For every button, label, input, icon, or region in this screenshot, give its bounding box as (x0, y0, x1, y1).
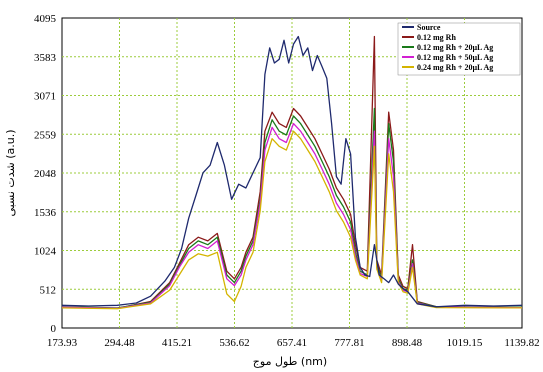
y-tick-label: 512 (40, 284, 57, 296)
legend-box (397, 22, 521, 76)
y-tick-label: 1024 (34, 246, 57, 258)
x-tick-label: 898.48 (392, 337, 423, 349)
series-line (61, 122, 523, 309)
y-tick-label: 2559 (34, 129, 57, 141)
y-tick-label: 0 (51, 323, 57, 335)
x-tick-label: 1139.82 (504, 337, 539, 349)
series-line (61, 130, 523, 310)
y-tick-label: 3071 (34, 91, 56, 103)
x-tick-label: 777.81 (334, 337, 364, 349)
x-axis-title: طول موج (nm) (253, 355, 327, 368)
y-axis-title: شدت نسبی (a.u.) (4, 129, 17, 216)
x-tick-label: 657.41 (277, 337, 307, 349)
y-tick-label: 3583 (34, 52, 57, 64)
legend-label: Source (417, 23, 441, 32)
series-lines (61, 35, 523, 310)
legend-label: 0.12 mg Rh + 50µL Ag (417, 53, 493, 62)
series-line (61, 35, 523, 309)
legend-label: 0.24 mg Rh + 20µL Ag (417, 63, 493, 72)
y-tick-label: 2048 (34, 168, 57, 180)
series-line (61, 35, 523, 308)
legend-label: 0.12 mg Rh (417, 33, 456, 42)
x-tick-label: 173.93 (47, 337, 78, 349)
y-tick-label: 4095 (34, 13, 57, 25)
x-tick-label: 536.62 (219, 337, 249, 349)
series-line (61, 107, 523, 309)
y-tick-label: 1536 (34, 207, 57, 219)
x-tick-label: 1019.15 (447, 337, 483, 349)
legend-label: 0.12 mg Rh + 20µL Ag (417, 43, 493, 52)
x-tick-label: 294.48 (104, 337, 135, 349)
grid-lines (62, 18, 522, 328)
tick-labels: 173.93 294.48 415.21 536.62 657.41 777.81 898.… (34, 13, 540, 349)
x-tick-label: 415.21 (162, 337, 192, 349)
